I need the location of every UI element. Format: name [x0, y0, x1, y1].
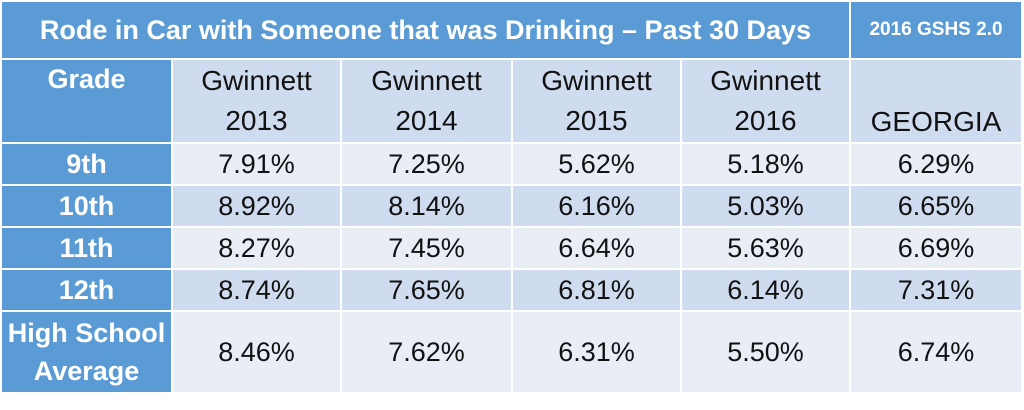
row-label-line2: Average — [33, 356, 140, 386]
table-title: Rode in Car with Someone that was Drinki… — [0, 0, 851, 60]
table-cell: 6.64% — [511, 226, 682, 270]
column-header-2016: Gwinnett 2016 — [680, 58, 851, 144]
table-cell: 6.74% — [849, 310, 1023, 394]
survey-label: 2016 GSHS 2.0 — [849, 0, 1023, 60]
table-cell: 8.92% — [171, 184, 342, 228]
column-header-line2: 2015 — [565, 105, 628, 136]
table-cell: 7.31% — [849, 268, 1023, 312]
row-label: 11th — [0, 226, 173, 270]
row-label: 9th — [0, 142, 173, 186]
table-cell: 5.18% — [680, 142, 851, 186]
table-cell: 7.25% — [340, 142, 513, 186]
table-cell: 5.03% — [680, 184, 851, 228]
column-header-georgia: GEORGIA — [849, 58, 1023, 144]
column-header-2015: Gwinnett 2015 — [511, 58, 682, 144]
column-header-line1: Gwinnett — [541, 65, 652, 96]
table-cell: 5.50% — [680, 310, 851, 394]
table-row: 11th 8.27% 7.45% 6.64% 5.63% 6.69% — [0, 226, 1023, 270]
table-cell: 8.74% — [171, 268, 342, 312]
column-header-2013: Gwinnett 2013 — [171, 58, 342, 144]
drinking-rides-table: Rode in Car with Someone that was Drinki… — [0, 0, 1023, 394]
table-cell: 6.14% — [680, 268, 851, 312]
table-row: High School Average 8.46% 7.62% 6.31% 5.… — [0, 310, 1023, 394]
column-header-line2: 2014 — [395, 105, 458, 136]
row-label-line1: High School — [7, 318, 166, 348]
table-cell: 7.91% — [171, 142, 342, 186]
table-cell: 8.27% — [171, 226, 342, 270]
table-row: 10th 8.92% 8.14% 6.16% 5.03% 6.65% — [0, 184, 1023, 228]
column-header-line2: 2013 — [225, 105, 288, 136]
table-cell: 6.65% — [849, 184, 1023, 228]
table-row: 9th 7.91% 7.25% 5.62% 5.18% 6.29% — [0, 142, 1023, 186]
table-cell: 6.29% — [849, 142, 1023, 186]
table-cell: 8.46% — [171, 310, 342, 394]
table-cell: 5.63% — [680, 226, 851, 270]
table-cell: 6.69% — [849, 226, 1023, 270]
column-header-2014: Gwinnett 2014 — [340, 58, 513, 144]
table-cell: 6.31% — [511, 310, 682, 394]
table-cell: 6.81% — [511, 268, 682, 312]
table-cell: 7.45% — [340, 226, 513, 270]
row-label: 10th — [0, 184, 173, 228]
table-cell: 7.62% — [340, 310, 513, 394]
table-cell: 8.14% — [340, 184, 513, 228]
table-row: 12th 8.74% 7.65% 6.81% 6.14% 7.31% — [0, 268, 1023, 312]
column-header-line1: Gwinnett — [710, 65, 821, 96]
row-label: 12th — [0, 268, 173, 312]
row-label: High School Average — [0, 310, 173, 394]
grade-header: Grade — [0, 58, 173, 144]
column-header-line2: 2016 — [734, 105, 797, 136]
table-cell: 5.62% — [511, 142, 682, 186]
column-header-line1: Gwinnett — [201, 65, 312, 96]
column-header-line1: Gwinnett — [371, 65, 482, 96]
table-cell: 7.65% — [340, 268, 513, 312]
table-cell: 6.16% — [511, 184, 682, 228]
